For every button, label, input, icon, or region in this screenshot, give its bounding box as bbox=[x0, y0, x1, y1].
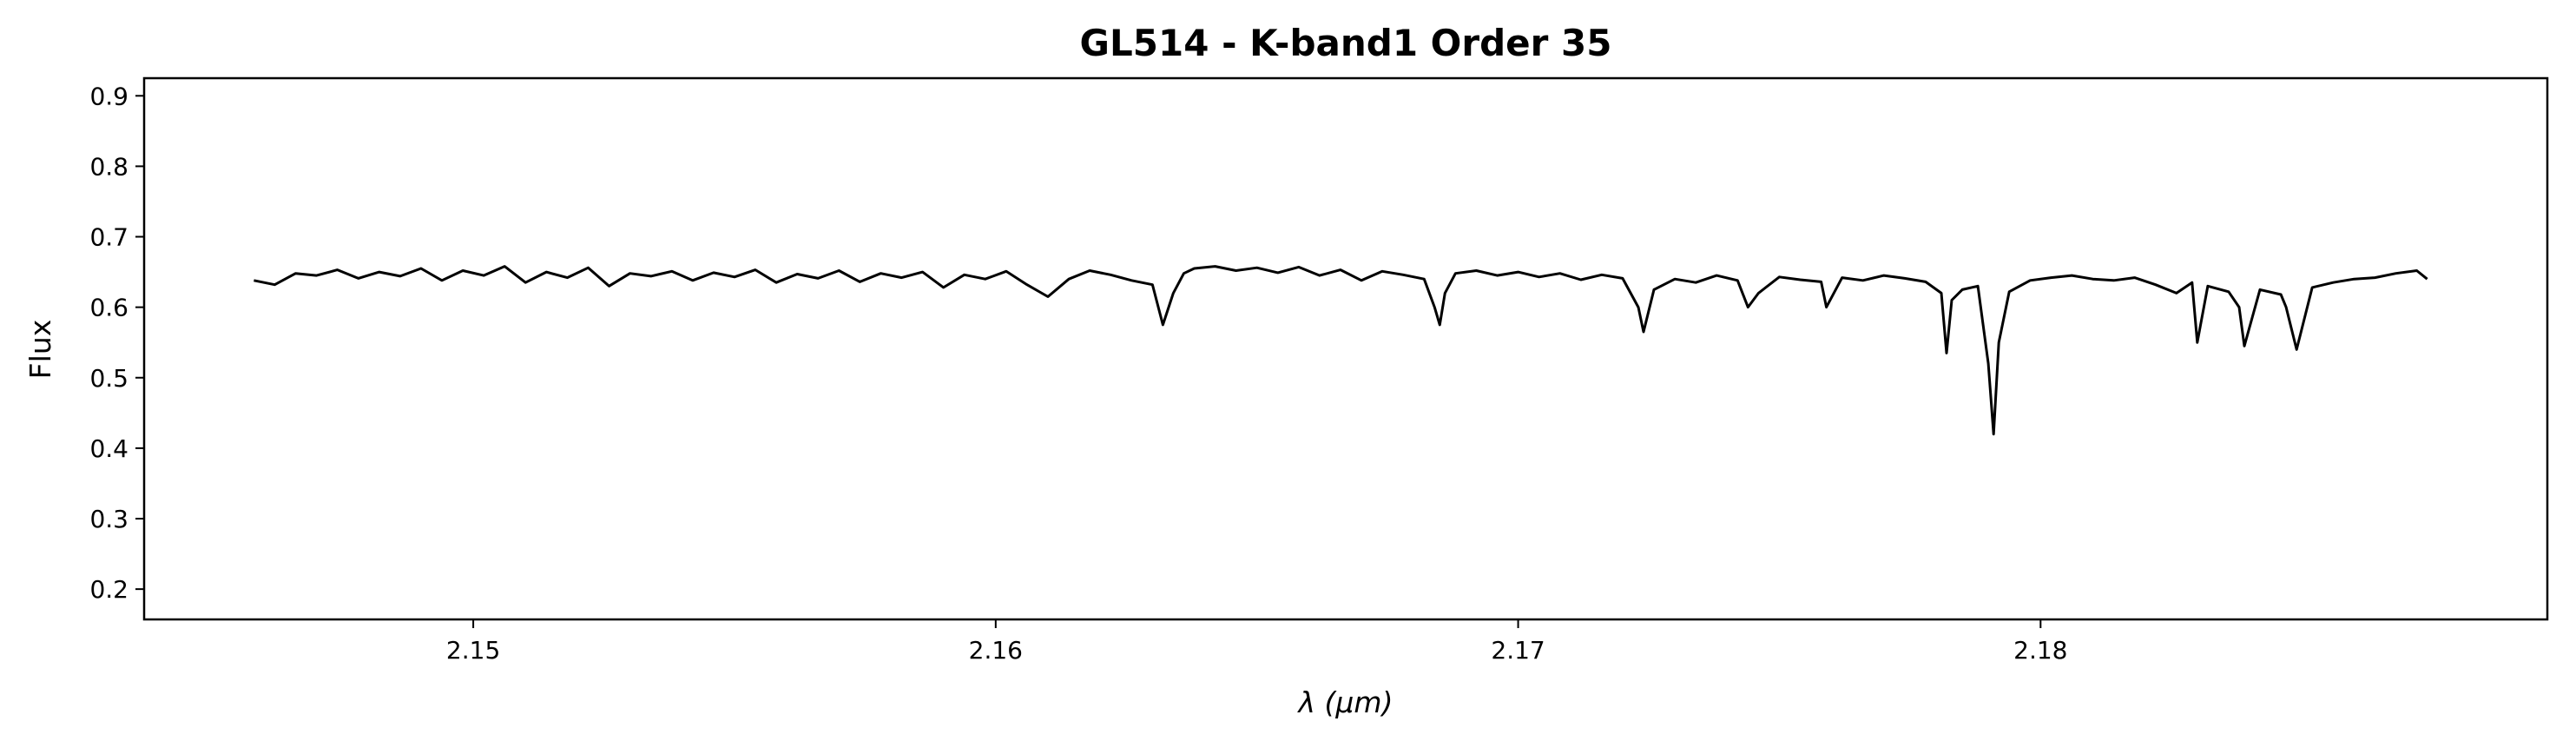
y-tick-label: 0.3 bbox=[89, 505, 128, 533]
y-tick-label: 0.7 bbox=[89, 223, 128, 252]
y-axis: 0.2 0.3 0.4 0.5 0.6 0.7 0.8 0.9 bbox=[89, 82, 144, 604]
plot-frame bbox=[142, 76, 2549, 621]
y-tick-label: 0.4 bbox=[89, 434, 128, 463]
y-axis-label: Flux bbox=[23, 320, 57, 380]
x-tick-label: 2.17 bbox=[1491, 636, 1545, 665]
x-tick-label: 2.16 bbox=[969, 636, 1023, 665]
y-tick-label: 0.5 bbox=[89, 364, 128, 393]
x-tick-label: 2.15 bbox=[446, 636, 500, 665]
x-tick-label: 2.18 bbox=[2013, 636, 2067, 665]
y-tick-label: 0.2 bbox=[89, 575, 128, 604]
y-tick-label: 0.9 bbox=[89, 82, 128, 110]
x-axis: 2.15 2.16 2.17 2.18 bbox=[446, 619, 2067, 665]
x-axis-label: λ (μm) bbox=[1297, 685, 1393, 719]
flux-series-line bbox=[254, 265, 2428, 436]
y-tick-label: 0.8 bbox=[89, 152, 128, 181]
chart-title: GL514 - K-band1 Order 35 bbox=[1080, 22, 1612, 64]
y-tick-label: 0.6 bbox=[89, 294, 128, 322]
